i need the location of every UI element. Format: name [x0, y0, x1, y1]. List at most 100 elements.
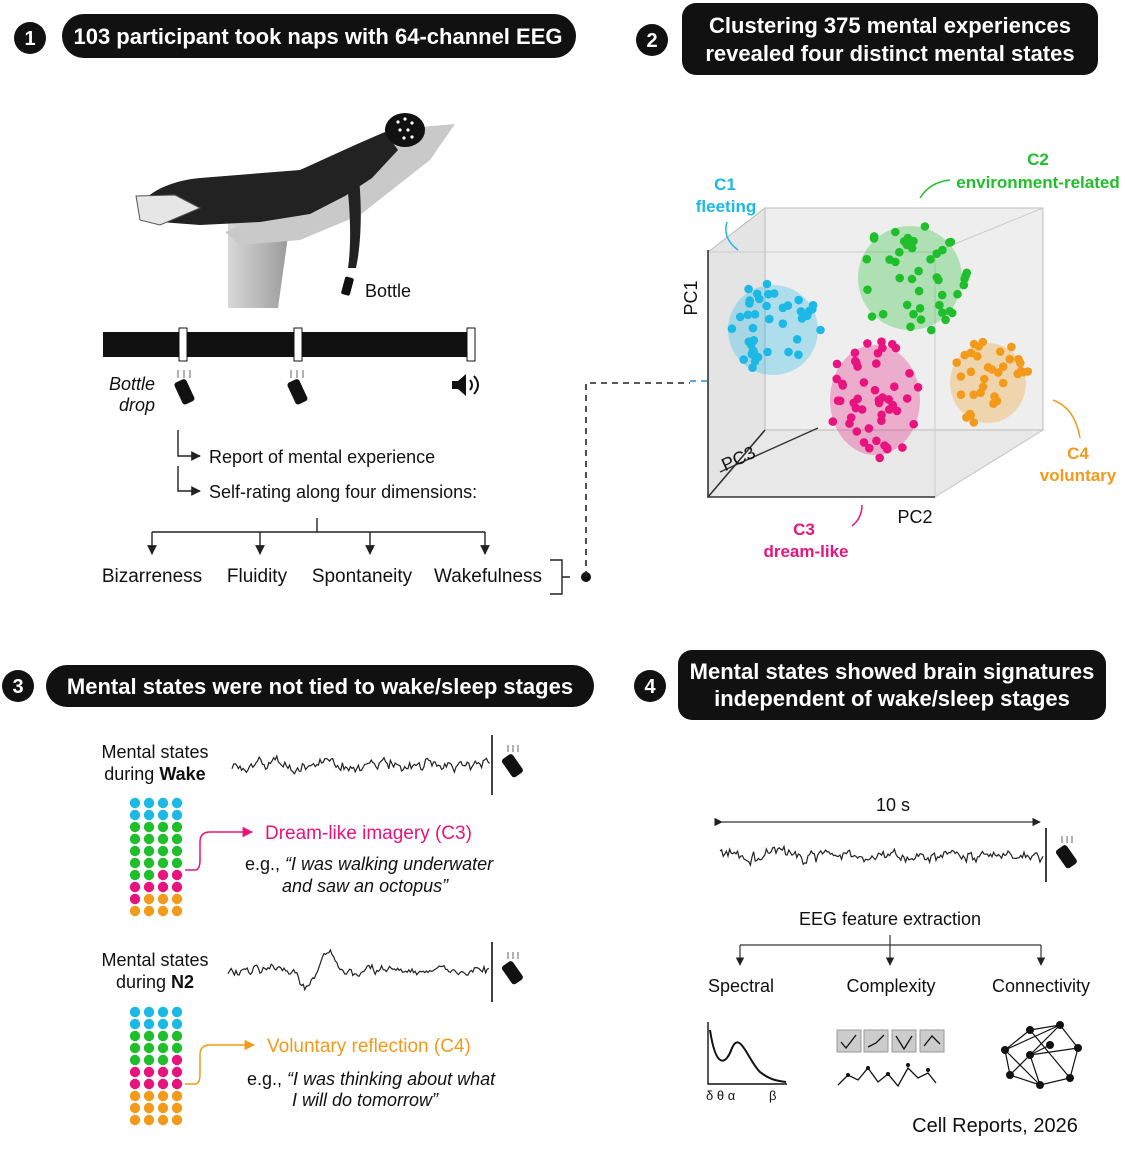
- cluster-point: [909, 236, 918, 246]
- cluster-point: [796, 307, 806, 316]
- complexity-icon: [836, 1029, 945, 1088]
- axis-label: PC1: [681, 280, 701, 315]
- report-dot: [143, 1114, 155, 1126]
- cluster-point: [980, 374, 989, 384]
- cluster-point: [865, 443, 874, 453]
- speaker-icon: [452, 374, 479, 396]
- cluster-point: [750, 310, 760, 319]
- dimension-label: Bizarreness: [102, 566, 202, 587]
- report-dot: [171, 1042, 183, 1054]
- cluster-point: [969, 418, 979, 427]
- cluster-point: [744, 284, 753, 294]
- report-dot: [129, 1066, 141, 1078]
- cluster-point: [914, 266, 923, 276]
- title-pill: [46, 665, 594, 707]
- timeline-bar: [103, 332, 475, 357]
- cluster-point: [762, 301, 771, 311]
- cluster-point: [853, 394, 862, 404]
- cluster-point: [743, 310, 753, 320]
- cluster-point: [934, 275, 943, 285]
- report-dot: [143, 905, 155, 917]
- eeg-trace: [719, 844, 1044, 868]
- report-dot: [171, 1114, 183, 1126]
- duration-label: 10 s: [876, 795, 910, 815]
- cluster-point: [953, 289, 962, 299]
- report-dot: [143, 809, 155, 821]
- cluster-area: [950, 343, 1026, 423]
- cluster-point: [969, 390, 978, 400]
- report-dot: [171, 845, 183, 857]
- cluster-point: [938, 308, 947, 318]
- dashed-connector: [585, 382, 690, 577]
- cluster-point: [926, 254, 935, 264]
- cluster-point: [880, 441, 889, 450]
- title-pill: [62, 14, 576, 58]
- report-dot: [143, 821, 155, 833]
- cluster-point: [859, 378, 869, 387]
- step-number: 4: [644, 676, 656, 698]
- report-grid: [129, 1006, 183, 1126]
- cluster-point: [832, 374, 841, 384]
- cluster-point: [945, 238, 954, 247]
- cluster-point: [828, 417, 838, 426]
- eeg-trace: [227, 948, 490, 992]
- cluster-label: dream-like: [763, 542, 848, 561]
- example-line: e.g., “I was walking underwater: [245, 854, 494, 874]
- step-number: 1: [24, 28, 35, 50]
- cluster-point: [890, 382, 899, 392]
- cluster-point: [778, 319, 788, 329]
- bottle-icon: [501, 745, 523, 778]
- cluster-point: [878, 343, 887, 353]
- cluster-point: [869, 234, 879, 243]
- report-dot: [157, 1066, 169, 1078]
- cluster-point: [852, 427, 862, 436]
- cluster-point: [895, 247, 904, 257]
- cluster-label: environment-related: [956, 173, 1119, 192]
- cluster-point: [916, 315, 926, 324]
- cluster-label: fleeting: [696, 197, 756, 216]
- report-dot: [129, 857, 141, 869]
- cluster-point: [872, 436, 881, 446]
- report-dot: [129, 845, 141, 857]
- panel-3: 3 Mental states were not tied to wake/sl…: [2, 665, 594, 1126]
- feature-label: Connectivity: [992, 976, 1090, 996]
- cluster-point: [816, 325, 825, 335]
- cluster-id: C1: [714, 175, 736, 194]
- bottle-icon: [287, 370, 308, 405]
- report-dot: [129, 821, 141, 833]
- report-dot: [143, 1102, 155, 1114]
- cluster-point: [1013, 369, 1022, 379]
- report-dot: [143, 1018, 155, 1030]
- cluster-point: [735, 312, 745, 322]
- step-text: EEG feature extraction: [799, 909, 981, 929]
- cluster-point: [885, 405, 894, 414]
- report-dot: [129, 833, 141, 845]
- cluster-point: [885, 255, 894, 264]
- cluster-point: [973, 352, 982, 361]
- cluster-point: [746, 340, 756, 350]
- report-dot: [143, 893, 155, 905]
- panel-title: Mental states were not tied to wake/slee…: [67, 674, 573, 699]
- connectivity-icon: [1001, 1021, 1082, 1089]
- stage-during: during: [116, 972, 166, 992]
- report-dot: [129, 1102, 141, 1114]
- cluster-point: [983, 363, 993, 372]
- cluster-point: [966, 367, 976, 377]
- bottle-drop-line: drop: [119, 395, 155, 415]
- cluster-point: [993, 368, 1003, 377]
- cluster-point: [938, 245, 947, 255]
- stage-line: during N2: [116, 972, 194, 992]
- cluster-point: [898, 443, 907, 452]
- step-badge: [2, 670, 34, 702]
- report-dot: [157, 1090, 169, 1102]
- cluster-point: [899, 237, 909, 246]
- cluster-point: [884, 395, 893, 404]
- step-text: Report of mental experience: [209, 447, 435, 467]
- cluster-point: [947, 308, 957, 318]
- cluster-id: C2: [1027, 150, 1049, 169]
- cluster-point: [863, 339, 872, 348]
- report-dot: [143, 833, 155, 845]
- cluster-point: [959, 280, 969, 290]
- report-dot: [129, 1006, 141, 1018]
